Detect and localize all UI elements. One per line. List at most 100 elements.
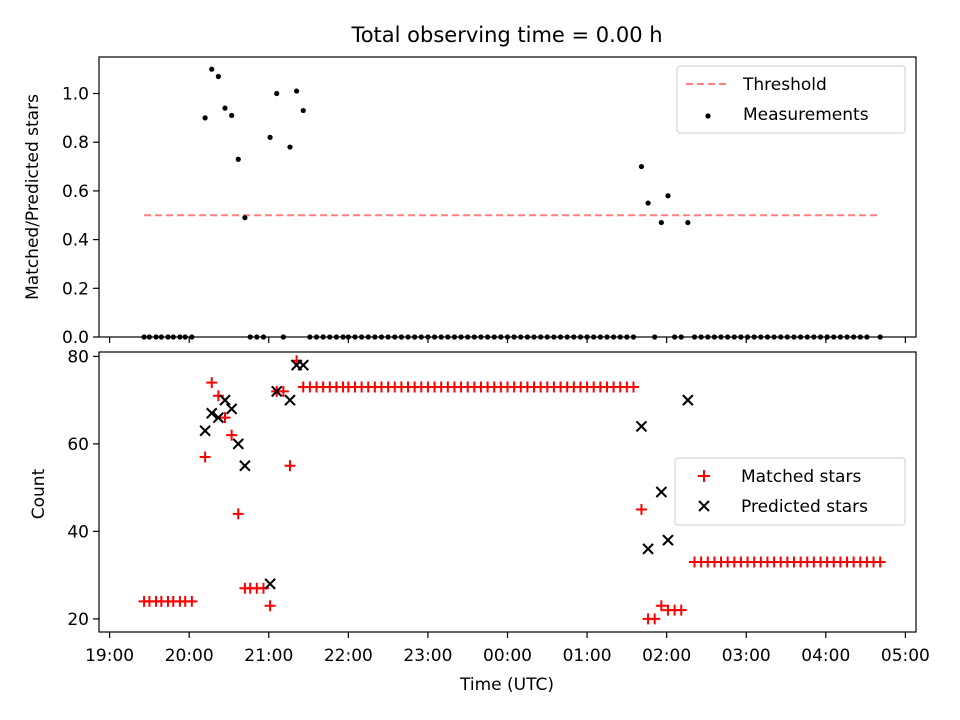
matched-star-point xyxy=(206,377,218,389)
measurement-point xyxy=(630,334,637,340)
measurement-point xyxy=(665,193,671,199)
measurement-point xyxy=(571,334,577,340)
measurement-point xyxy=(738,334,744,340)
measurement-point xyxy=(811,334,817,340)
measurement-point xyxy=(604,334,610,340)
measurement-point xyxy=(864,334,870,340)
measurement-point xyxy=(851,334,857,340)
measurement-point xyxy=(165,334,171,340)
measurement-point xyxy=(791,334,797,340)
measurement-point xyxy=(758,334,764,340)
predicted-star-point xyxy=(271,385,283,398)
measurement-point xyxy=(431,334,438,340)
measurement-point xyxy=(784,334,790,340)
matched-star-point xyxy=(277,385,289,397)
measurement-point xyxy=(177,334,183,340)
measurement-point xyxy=(365,334,371,340)
matched-star-point xyxy=(232,508,244,520)
measurement-point xyxy=(307,334,313,340)
measurement-point xyxy=(857,334,863,340)
measurement-point xyxy=(254,334,260,340)
bottom-y-tick-label: 20 xyxy=(67,610,89,630)
x-tick-label: 05:00 xyxy=(881,646,930,666)
measurement-point xyxy=(731,334,737,340)
measurement-point xyxy=(798,334,804,340)
predicted-star-point xyxy=(232,438,244,450)
measurement-point xyxy=(398,334,404,340)
legend-matched-marker xyxy=(698,470,710,482)
measurement-point xyxy=(804,334,810,340)
x-tick-label: 00:00 xyxy=(483,646,532,666)
bottom-y-tick-label: 40 xyxy=(67,522,89,542)
measurement-point xyxy=(538,334,544,340)
legend-threshold-label: Threshold xyxy=(742,75,827,95)
measurement-point xyxy=(478,334,484,340)
predicted-star-point xyxy=(642,543,654,555)
measurement-point xyxy=(584,334,590,340)
bottom-marks xyxy=(138,355,886,625)
bottom-legend: Matched stars Predicted stars xyxy=(674,457,906,526)
x-tick-label: 02:00 xyxy=(642,646,691,666)
measurement-point xyxy=(189,334,195,340)
predicted-star-point xyxy=(635,420,648,433)
top-legend-box xyxy=(676,65,906,134)
measurement-point xyxy=(359,334,365,340)
measurement-point xyxy=(877,334,883,340)
measurement-point xyxy=(300,107,306,114)
x-tick-label: 01:00 xyxy=(563,646,612,666)
predicted-star-point xyxy=(212,411,225,424)
measurement-point xyxy=(471,334,477,340)
measurement-point xyxy=(215,73,221,80)
legend-matched-label: Matched stars xyxy=(741,467,861,487)
measurement-point xyxy=(652,334,658,340)
predicted-star-point xyxy=(297,359,309,371)
measurement-point xyxy=(678,334,684,340)
measurement-point xyxy=(617,334,623,340)
measurement-point xyxy=(711,334,718,340)
measurement-point xyxy=(557,334,564,340)
measurement-point xyxy=(229,112,235,119)
matched-star-point xyxy=(199,451,211,463)
chart-title: Total observing time = 0.00 h xyxy=(350,23,662,47)
measurement-point xyxy=(222,105,228,111)
measurement-point xyxy=(751,334,757,340)
top-marks xyxy=(141,66,883,340)
measurement-point xyxy=(817,334,824,340)
measurement-point xyxy=(235,156,241,162)
measurement-point xyxy=(267,134,273,140)
matched-star-point xyxy=(874,556,886,568)
measurement-point xyxy=(141,334,147,340)
measurement-point xyxy=(744,334,751,340)
measurement-point xyxy=(313,334,320,340)
measurement-point xyxy=(146,334,152,340)
top-y-tick-label: 0.2 xyxy=(62,279,89,299)
measurement-point xyxy=(831,334,837,340)
measurement-point xyxy=(333,334,340,340)
measurement-point xyxy=(287,144,293,150)
bottom-y-ticks: 20 40 60 80 xyxy=(67,347,99,630)
measurement-point xyxy=(320,334,326,340)
measurement-point xyxy=(491,334,497,340)
top-y-tick-label: 1.0 xyxy=(62,85,89,105)
measurement-point xyxy=(280,334,286,340)
measurement-point xyxy=(209,66,215,72)
measurement-point xyxy=(718,334,724,340)
measurement-point xyxy=(837,334,844,340)
measurement-point xyxy=(445,334,451,340)
measurement-point xyxy=(771,334,777,340)
top-y-axis-label: Matched/Predicted stars xyxy=(23,94,43,300)
measurement-point xyxy=(372,334,378,340)
measurement-point xyxy=(658,219,664,226)
measurement-point xyxy=(378,334,385,340)
measurement-point xyxy=(170,334,176,340)
predicted-star-point xyxy=(199,425,211,437)
measurement-point xyxy=(691,334,698,340)
measurement-point xyxy=(327,334,333,340)
measurement-point xyxy=(260,334,267,340)
x-tick-label: 03:00 xyxy=(722,646,771,666)
x-tick-label: 19:00 xyxy=(85,646,134,666)
legend-measurements-marker xyxy=(705,113,711,119)
matched-star-point xyxy=(264,600,276,612)
bottom-y-tick-label: 60 xyxy=(67,435,89,455)
